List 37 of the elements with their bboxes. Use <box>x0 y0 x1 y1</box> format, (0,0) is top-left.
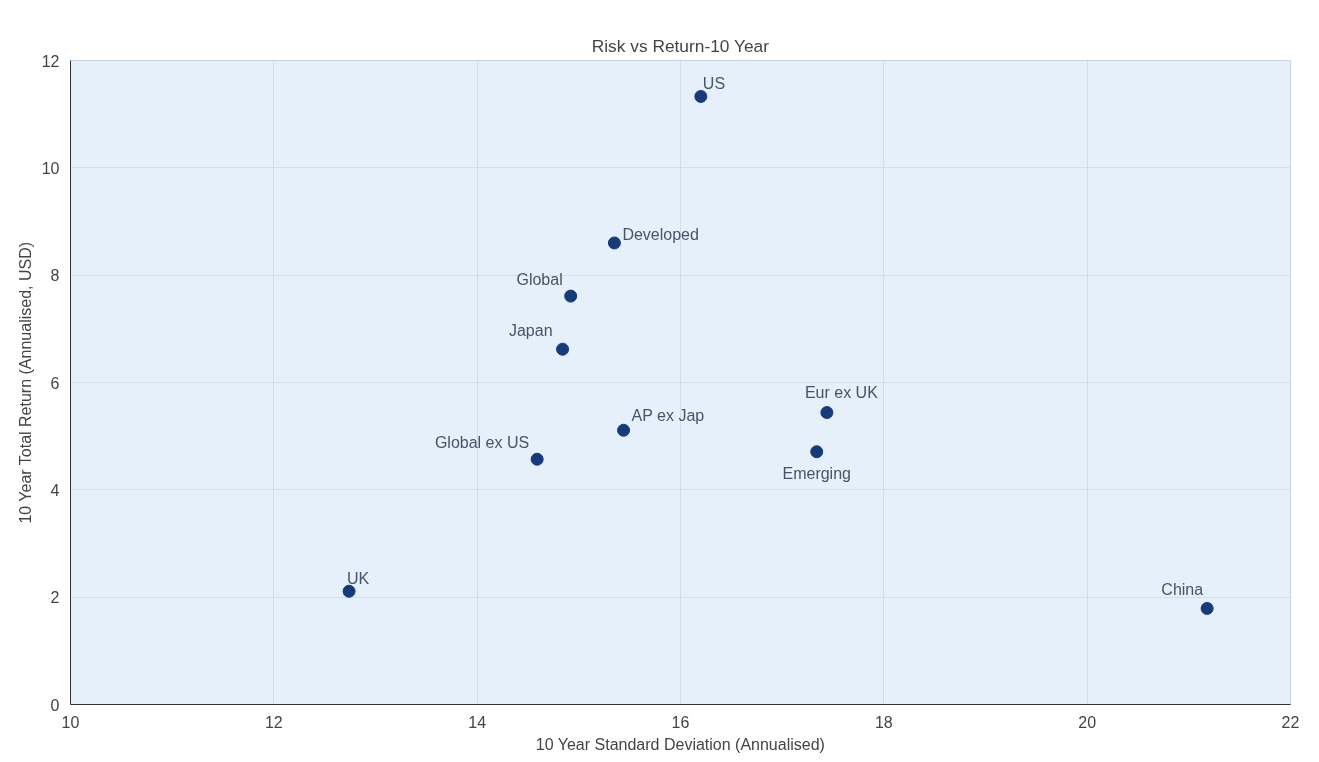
series-label: Global <box>516 271 563 289</box>
point <box>564 289 578 303</box>
x-tick-label: 10 <box>61 713 80 731</box>
chart-title: Risk vs Return-10 Year <box>591 35 770 56</box>
point <box>607 236 621 250</box>
x-tick-label: 14 <box>468 713 487 731</box>
y-tick-label: 12 <box>41 52 60 70</box>
x-tick-label: 20 <box>1078 713 1097 731</box>
y-axis-title: 10 Year Total Return (Annualised, USD) <box>16 241 34 524</box>
series-label: AP ex Jap <box>631 407 705 425</box>
point <box>342 584 356 598</box>
x-tick-label: 16 <box>671 713 690 731</box>
series-label: China <box>1161 581 1204 599</box>
series-label: Japan <box>508 322 553 340</box>
x-tick-label: 18 <box>874 713 893 731</box>
point <box>556 342 570 356</box>
y-tick-label: 2 <box>50 589 60 607</box>
series-label: Developed <box>622 225 699 243</box>
y-tick-label: 4 <box>50 481 60 499</box>
series-label: Emerging <box>782 464 851 482</box>
series-label: UK <box>347 570 370 588</box>
y-tick-label: 0 <box>50 696 60 714</box>
point <box>530 452 544 466</box>
point <box>694 89 708 103</box>
series-label: Eur ex UK <box>804 383 879 401</box>
point <box>820 406 834 420</box>
y-tick-label: 6 <box>50 374 60 392</box>
y-tick-label: 10 <box>41 159 60 177</box>
point <box>1200 601 1214 615</box>
x-axis-title: 10 Year Standard Deviation (Annualised) <box>535 735 825 753</box>
point <box>617 423 631 437</box>
series-label: Global ex US <box>434 434 530 452</box>
point <box>810 445 824 459</box>
series-label: US <box>702 75 726 93</box>
y-tick-label: 8 <box>50 267 60 285</box>
x-tick-label: 22 <box>1281 713 1300 731</box>
x-tick-label: 12 <box>264 713 283 731</box>
